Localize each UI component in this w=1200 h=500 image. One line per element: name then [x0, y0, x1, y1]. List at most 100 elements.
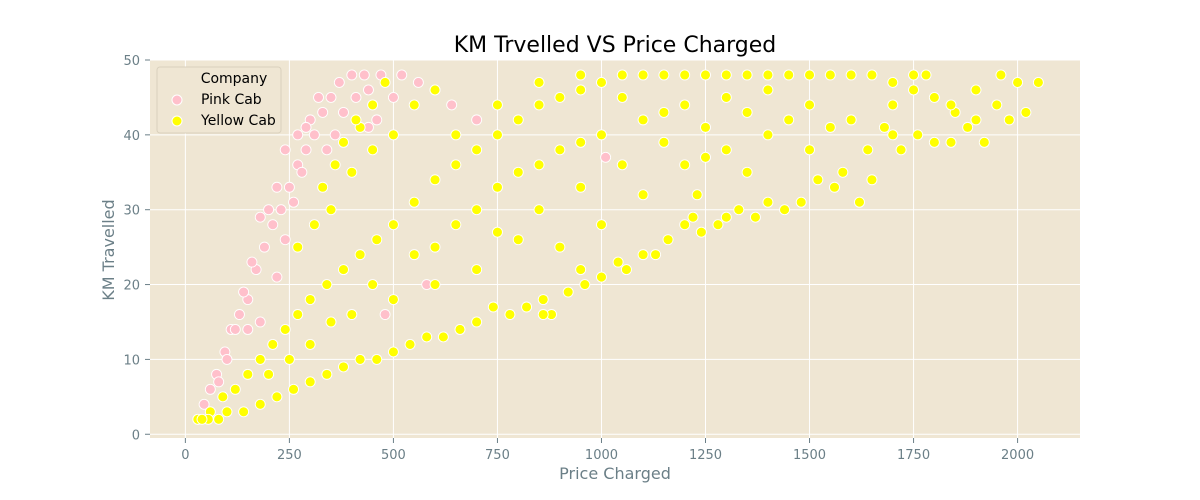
series-pink-cab [192, 69, 612, 425]
pink-cab-point [317, 106, 329, 118]
yellow-cab-point [908, 84, 920, 96]
yellow-cab-point [321, 279, 333, 291]
y-tick-label: 40 [123, 129, 140, 144]
pink-cab-point [279, 144, 291, 156]
yellow-cab-point [824, 69, 836, 81]
pink-cab-point [279, 234, 291, 246]
x-tick-label: 500 [381, 448, 406, 463]
pink-cab-point [600, 151, 612, 163]
pink-cab-point [258, 241, 270, 253]
yellow-cab-point [242, 368, 254, 380]
yellow-cab-point [804, 69, 815, 81]
yellow-cab-point [691, 189, 703, 201]
yellow-cab-point [945, 136, 957, 148]
yellow-cab-point [338, 136, 349, 148]
yellow-cab-point [908, 69, 920, 81]
yellow-cab-point [700, 151, 711, 163]
yellow-cab-point [325, 204, 337, 216]
pink-cab-point [471, 114, 483, 126]
pink-cab-point [229, 324, 241, 335]
yellow-cab-point [812, 174, 824, 186]
pink-cab-point [325, 91, 337, 103]
yellow-cab-point [346, 166, 358, 178]
yellow-cab-point [741, 106, 753, 118]
pink-cab-point [246, 256, 258, 268]
yellow-cab-point [862, 144, 874, 156]
yellow-cab-point [387, 219, 399, 231]
yellow-cab-point [346, 309, 358, 320]
yellow-cab-point [845, 69, 857, 81]
yellow-cab-point [387, 129, 399, 141]
yellow-cab-point [700, 69, 711, 81]
yellow-cab-point [429, 174, 441, 186]
yellow-cab-point [491, 181, 503, 193]
pink-cab-point [296, 166, 308, 178]
yellow-cab-point [454, 324, 466, 335]
yellow-cab-point [1020, 106, 1032, 118]
yellow-cab-point [679, 219, 691, 231]
pink-cab-point [271, 271, 283, 283]
yellow-cab-point [354, 353, 366, 365]
yellow-cab-point [504, 309, 516, 320]
yellow-cab-point [991, 99, 1003, 111]
yellow-cab-point [928, 91, 940, 103]
pink-cab-point [275, 204, 287, 216]
x-tick-label: 2000 [1001, 448, 1034, 463]
yellow-cab-point [429, 279, 441, 291]
yellow-cab-point [367, 99, 379, 111]
yellow-cab-point [804, 144, 815, 156]
yellow-cab-point [367, 279, 379, 291]
yellow-cab-point [325, 316, 337, 328]
pink-cab-point [242, 324, 254, 335]
yellow-cab-point [679, 159, 691, 171]
yellow-cab-point [450, 219, 462, 231]
pink-cab-point [396, 69, 408, 81]
yellow-cab-point [895, 144, 907, 156]
yellow-cab-point [679, 99, 691, 111]
yellow-cab-point [471, 264, 483, 276]
y-axis-label: KM Travelled [99, 199, 118, 300]
yellow-cab-point [317, 181, 329, 193]
x-tick-label: 0 [181, 448, 189, 463]
pink-cab-point [321, 144, 333, 156]
legend-marker-pink-cab [171, 94, 183, 106]
pink-cab-point [238, 286, 250, 298]
pink-cab-point [333, 77, 345, 88]
x-tick-label: 1500 [793, 448, 826, 463]
yellow-cab-point [1012, 77, 1024, 88]
yellow-cab-point [304, 376, 316, 388]
pink-cab-point [379, 309, 391, 320]
yellow-cab-point [512, 234, 524, 246]
yellow-cab-point [575, 181, 587, 193]
yellow-cab-point [596, 219, 607, 231]
yellow-cab-point [616, 91, 628, 103]
x-tick-label: 250 [277, 448, 302, 463]
yellow-cab-point [995, 69, 1007, 81]
yellow-cab-point [554, 144, 566, 156]
yellow-cab-point [741, 166, 753, 178]
pink-cab-point [338, 106, 349, 118]
yellow-cab-point [620, 264, 632, 276]
yellow-cab-point [288, 383, 300, 395]
x-tick-label: 1000 [585, 448, 618, 463]
yellow-cab-point [783, 69, 795, 81]
yellow-cab-point [596, 271, 607, 283]
yellow-cab-point [637, 189, 649, 201]
yellow-cab-point [279, 324, 291, 335]
pink-cab-point [198, 398, 210, 410]
yellow-cab-point [471, 316, 483, 328]
yellow-cab-point [575, 264, 587, 276]
yellow-cab-point [408, 249, 420, 261]
yellow-cab-point [616, 159, 628, 171]
yellow-cab-point [537, 309, 549, 320]
yellow-cab-point [762, 84, 774, 96]
pink-cab-point [263, 204, 275, 216]
yellow-cab-point [254, 353, 266, 365]
yellow-cab-point [429, 84, 441, 96]
yellow-cab-point [962, 121, 974, 133]
pink-cab-point [371, 114, 383, 126]
yellow-cab-point [579, 279, 591, 291]
yellow-cab-point [837, 166, 849, 178]
yellow-cab-point [612, 256, 624, 268]
pink-cab-point [221, 353, 233, 365]
